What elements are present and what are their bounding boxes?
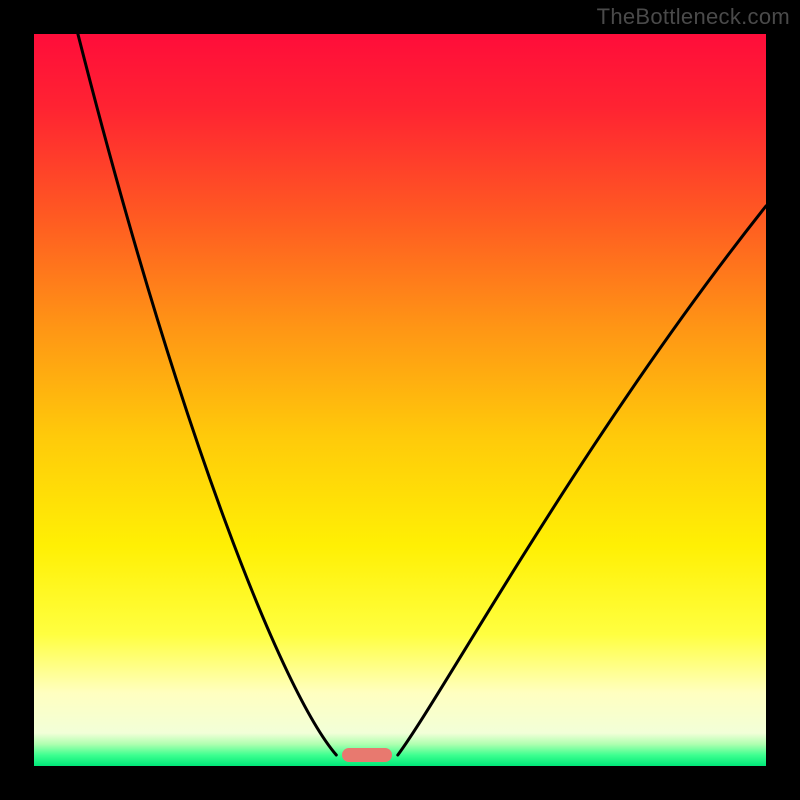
watermark-text: TheBottleneck.com	[597, 4, 790, 30]
notch-marker	[342, 748, 392, 763]
plot-area	[34, 34, 766, 766]
curve-svg	[34, 34, 766, 766]
bottleneck-curve	[78, 34, 766, 755]
